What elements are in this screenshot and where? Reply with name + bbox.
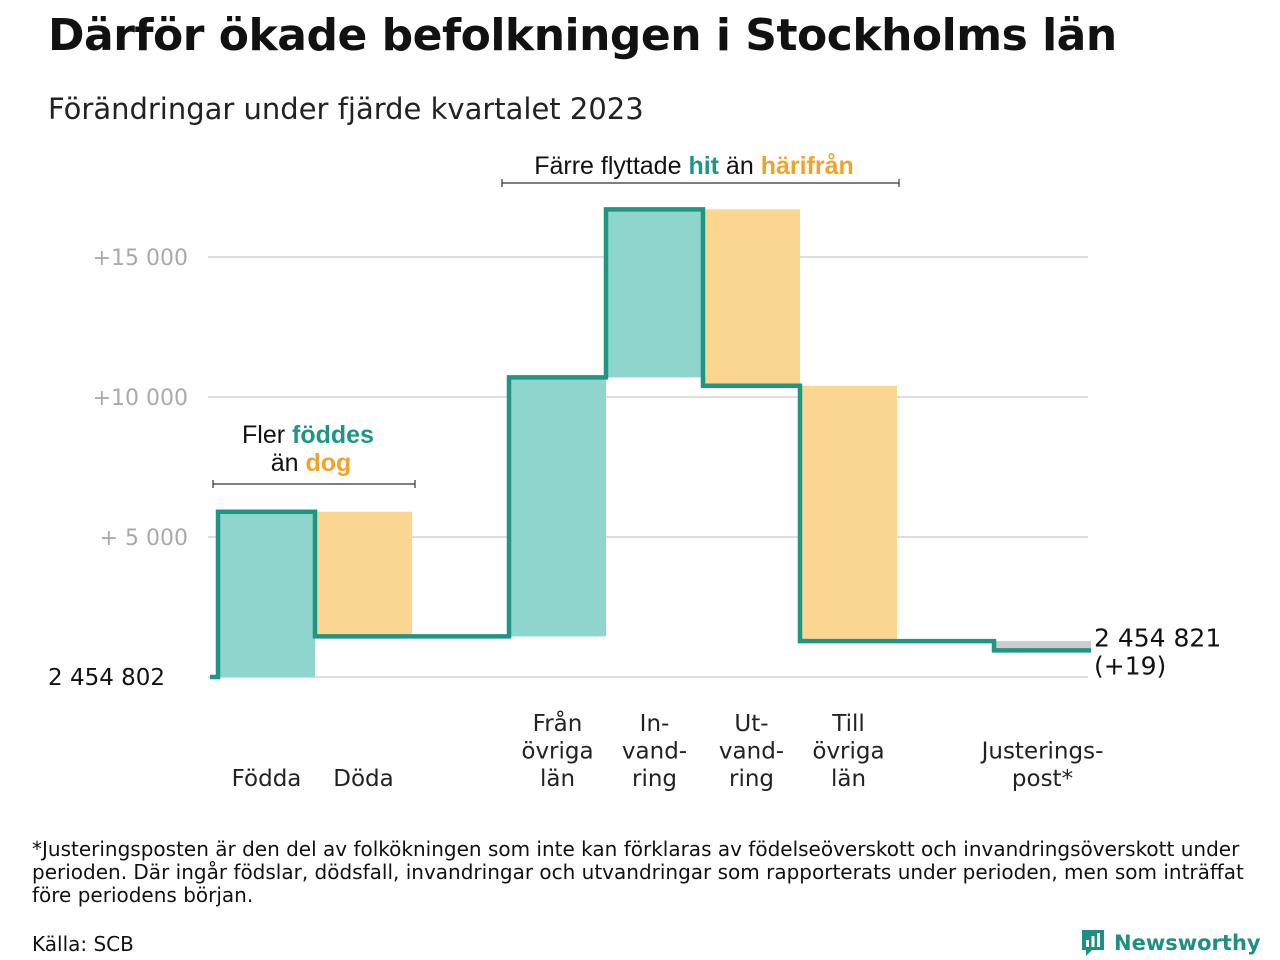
category-label: vand-: [622, 739, 687, 765]
category-label: In-: [640, 711, 670, 737]
waterfall-bar: [606, 209, 703, 378]
newsworthy-logo-icon: [1082, 930, 1104, 956]
y-tick-label: +15 000: [93, 246, 188, 271]
annotation-migration: Färre flyttade hit än härifrån: [534, 152, 854, 180]
category-label: Från: [533, 709, 583, 737]
category-label: län: [540, 766, 575, 792]
step-line: [210, 207, 1091, 680]
category-label: Döda: [333, 766, 393, 792]
chart-subtitle: Förändringar under fjärde kvartalet 2023: [48, 92, 644, 126]
newsworthy-logo: Newsworthy: [1080, 926, 1261, 960]
category-label: post*: [1012, 766, 1073, 792]
y-tick-label: +10 000: [93, 386, 188, 411]
start-value-label: 2 454 802: [48, 665, 165, 691]
category-label: Födda: [232, 766, 302, 792]
brand-name: Newsworthy: [1114, 931, 1261, 955]
category-label: Ut-: [734, 711, 768, 737]
category-label: övriga: [812, 739, 884, 765]
end-value-label: 2 454 821: [1094, 623, 1221, 652]
annotation-births-line1: Fler föddes: [242, 421, 374, 449]
category-label: län: [831, 766, 866, 792]
category-label: Till: [831, 711, 865, 737]
source-credit: Källa: SCB: [32, 932, 134, 956]
category-label: ring: [632, 766, 677, 792]
waterfall-bar: [994, 641, 1091, 651]
category-label: ring: [729, 766, 774, 792]
waterfall-bar: [315, 511, 412, 637]
category-label: övriga: [521, 739, 593, 765]
waterfall-bar: [703, 209, 800, 386]
annotation-births-line2: än dog: [271, 449, 352, 477]
footnote: *Justeringsposten är den del av folkökni…: [32, 837, 1244, 907]
waterfall-bar: [509, 377, 606, 637]
waterfall-bar: [218, 511, 315, 677]
waterfall-bar: [800, 385, 897, 642]
end-change-label: (+19): [1094, 651, 1166, 680]
category-label: vand-: [719, 739, 784, 765]
category-label: Justerings-: [980, 739, 1104, 765]
chart-title: Därför ökade befolkningen i Stockholms l…: [48, 10, 1117, 61]
y-tick-label: + 5 000: [100, 526, 188, 551]
